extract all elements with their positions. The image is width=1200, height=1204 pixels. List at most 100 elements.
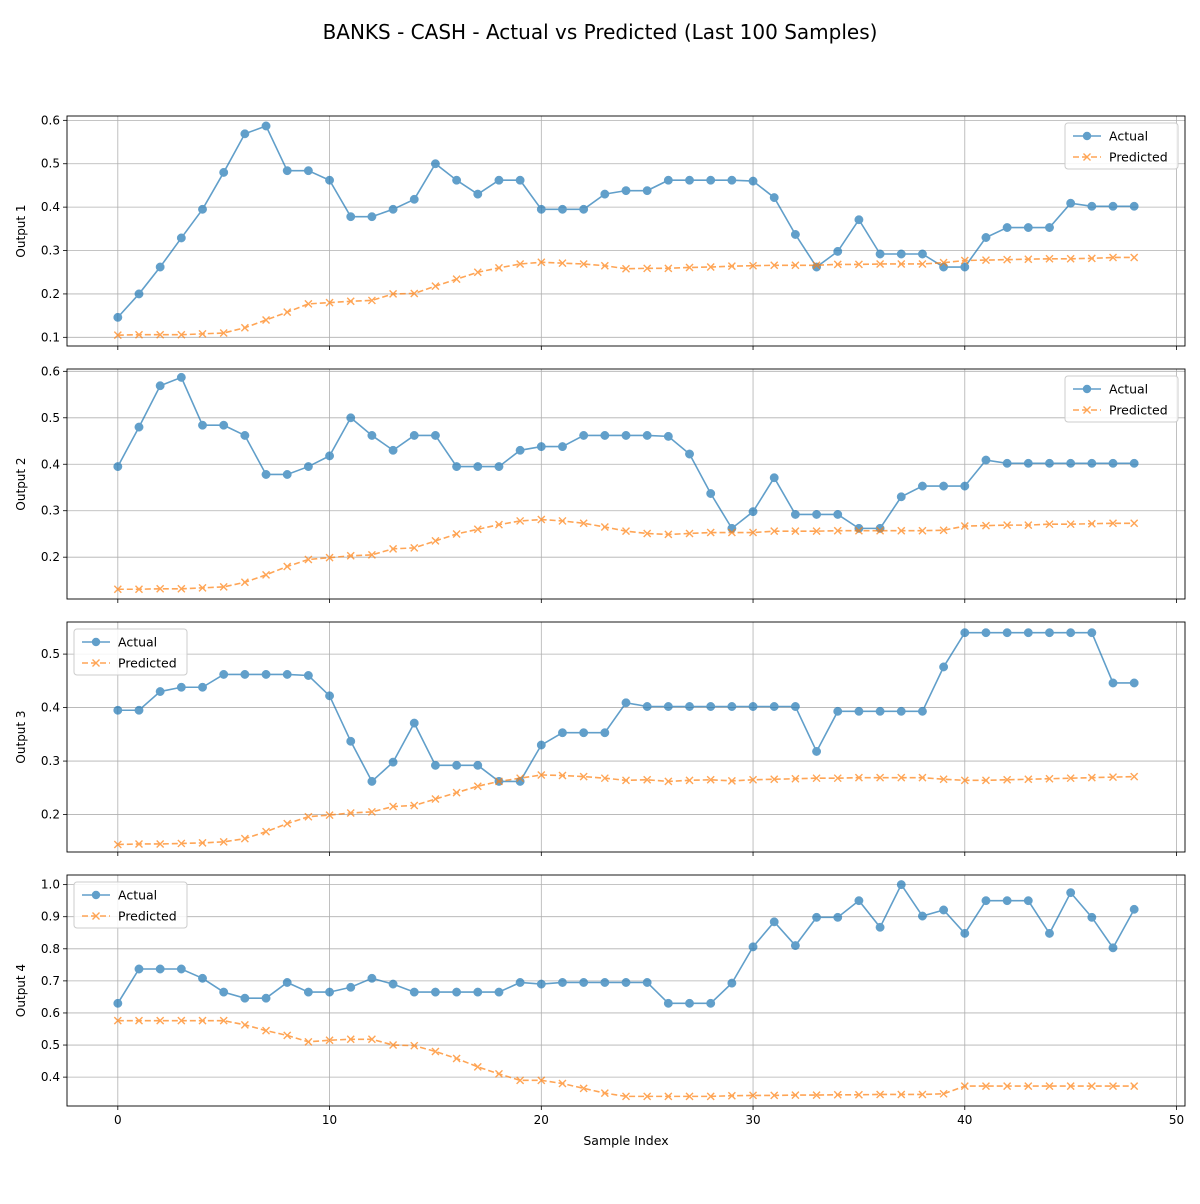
data-point <box>727 1091 736 1100</box>
data-point <box>960 1082 969 1091</box>
data-point <box>177 839 186 848</box>
data-point <box>325 451 335 461</box>
data-point <box>812 912 822 922</box>
series-line <box>117 774 1135 846</box>
data-point <box>346 413 356 423</box>
x-tick-label: 50 <box>1169 1113 1184 1127</box>
data-point <box>176 682 186 692</box>
data-point <box>113 1016 122 1025</box>
data-point <box>812 262 822 272</box>
data-point <box>621 186 631 196</box>
data-point <box>176 372 186 382</box>
data-point <box>283 308 292 317</box>
data-point <box>452 275 461 284</box>
y-tick-label: 0.3 <box>41 504 60 518</box>
legend-marker <box>1073 153 1101 161</box>
data-point <box>219 420 229 430</box>
data-point <box>473 1062 482 1071</box>
data-point <box>389 544 398 553</box>
data-point <box>706 1092 715 1101</box>
data-point <box>283 819 292 828</box>
data-point <box>1066 254 1075 263</box>
data-point <box>325 691 335 701</box>
data-point <box>833 774 842 783</box>
data-point <box>1087 912 1097 922</box>
data-point <box>558 442 567 452</box>
data-point <box>367 807 376 816</box>
data-point <box>473 525 482 534</box>
data-point <box>1130 1082 1139 1091</box>
data-point <box>431 282 440 291</box>
data-point <box>303 987 313 997</box>
legend-label: Predicted <box>1109 403 1168 418</box>
data-point <box>981 896 991 906</box>
legend-label: Predicted <box>118 909 177 924</box>
data-point <box>516 516 525 525</box>
data-point <box>367 296 376 305</box>
data-point <box>303 671 313 680</box>
data-point <box>960 928 970 938</box>
data-point <box>981 521 990 530</box>
data-point <box>579 1084 588 1093</box>
data-point <box>875 249 885 259</box>
data-point <box>430 987 440 997</box>
data-point <box>791 261 800 270</box>
data-point <box>134 330 143 339</box>
data-point <box>134 1016 143 1025</box>
data-point <box>1023 223 1033 232</box>
data-point <box>240 323 249 332</box>
y-tick-label: 0.4 <box>41 1070 60 1084</box>
data-point <box>134 289 144 299</box>
data-point <box>1087 773 1096 782</box>
data-point <box>303 166 313 176</box>
data-point <box>219 987 229 997</box>
data-point <box>621 430 631 440</box>
data-point <box>918 773 927 782</box>
data-point <box>812 527 821 536</box>
data-point <box>1045 223 1054 232</box>
data-point <box>981 776 990 785</box>
data-point <box>494 777 503 786</box>
data-point <box>960 262 970 272</box>
y-tick-label: 0.9 <box>41 910 60 924</box>
data-point <box>600 522 609 531</box>
series-line <box>117 1019 1135 1098</box>
data-point <box>706 775 715 784</box>
data-point <box>134 839 143 848</box>
y-tick-label: 0.7 <box>41 974 60 988</box>
data-point <box>494 987 504 997</box>
legend-label: Actual <box>118 888 157 903</box>
data-point <box>430 159 440 169</box>
data-point <box>622 776 630 785</box>
data-point <box>642 186 652 196</box>
data-point <box>897 259 906 268</box>
data-point <box>516 259 525 268</box>
data-point <box>643 775 652 784</box>
data-point <box>621 978 631 987</box>
data-point <box>622 264 630 273</box>
y-axis-label: Output 3 <box>14 710 28 763</box>
data-point <box>960 628 970 638</box>
data-point <box>770 261 779 270</box>
data-point <box>1023 458 1033 468</box>
data-point <box>113 998 123 1008</box>
data-point <box>452 1054 461 1063</box>
data-point <box>473 189 483 199</box>
data-point <box>875 706 885 716</box>
data-point <box>1066 198 1076 208</box>
data-point <box>1045 458 1054 468</box>
data-point <box>431 1047 440 1056</box>
data-point <box>515 978 525 987</box>
data-point <box>1003 255 1012 264</box>
data-point <box>198 583 207 592</box>
data-point <box>1130 519 1139 528</box>
data-point <box>917 911 927 921</box>
data-point <box>854 706 864 716</box>
data-point <box>494 1069 503 1078</box>
data-point <box>1087 519 1096 528</box>
data-point <box>643 529 652 538</box>
data-point <box>219 1016 228 1025</box>
data-point <box>240 1020 249 1029</box>
data-point <box>663 998 673 1008</box>
data-point <box>790 702 800 711</box>
